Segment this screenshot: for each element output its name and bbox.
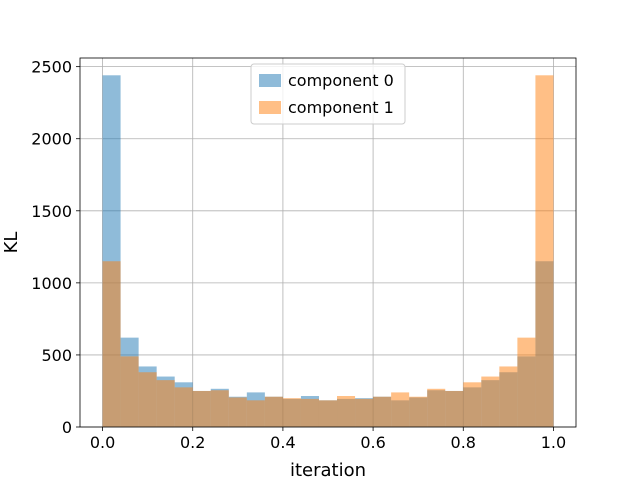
- y-axis-ticks: 0 500 1000 1500 2000 2500: [31, 58, 80, 437]
- histogram-bar: [535, 75, 554, 427]
- x-tick-label: 0.8: [451, 433, 476, 452]
- histogram-bar: [156, 380, 175, 427]
- histogram-bar: [318, 400, 338, 427]
- x-tick-label: 0.6: [360, 433, 385, 452]
- histogram-bar: [391, 392, 410, 427]
- y-tick-label: 1000: [31, 274, 72, 293]
- legend-swatch: [259, 101, 281, 114]
- histogram-bar: [210, 390, 229, 427]
- x-tick-label: 0.0: [90, 433, 115, 452]
- legend-box: [250, 63, 406, 125]
- histogram-bar: [517, 337, 536, 427]
- histogram-bar: [481, 376, 500, 427]
- x-tick-label: 1.0: [541, 433, 566, 452]
- y-tick-label: 500: [41, 346, 72, 365]
- y-tick-label: 2000: [31, 130, 72, 149]
- histogram-bar: [463, 382, 482, 427]
- histogram-bar: [228, 397, 247, 427]
- histogram-bar: [427, 388, 446, 427]
- histogram-bar: [499, 366, 518, 427]
- histogram-bar: [246, 400, 265, 427]
- y-tick-label: 1500: [31, 202, 72, 221]
- histogram-bar: [373, 396, 392, 427]
- histogram-bar: [264, 396, 283, 427]
- histogram-bar: [355, 398, 374, 427]
- histogram-bars: [102, 75, 554, 427]
- histogram-bar: [102, 261, 121, 427]
- histogram-bar: [445, 390, 464, 427]
- legend-swatch: [259, 74, 281, 87]
- histogram-bar: [409, 396, 428, 427]
- histogram-bar: [282, 398, 301, 427]
- histogram-bar: [337, 396, 356, 427]
- legend: component 0 component 1: [250, 63, 406, 125]
- y-tick-label: 2500: [31, 58, 72, 77]
- series-1-bars: [102, 75, 554, 427]
- histogram-bar: [192, 390, 211, 427]
- x-axis-label: iteration: [290, 460, 366, 480]
- histogram-bar: [138, 372, 157, 427]
- y-tick-label: 0: [62, 418, 72, 437]
- plot-frame: [79, 57, 577, 428]
- x-axis-ticks: 0.0 0.2 0.4 0.6 0.8 1.0: [90, 427, 566, 452]
- x-tick-label: 0.4: [270, 433, 295, 452]
- x-tick-label: 0.2: [180, 433, 205, 452]
- histogram-bar: [174, 387, 193, 427]
- y-axis-label: KL: [1, 232, 22, 254]
- legend-label: component 0: [288, 71, 394, 90]
- histogram-bar: [120, 356, 139, 427]
- legend-label: component 1: [288, 98, 394, 117]
- histogram-bar: [300, 398, 319, 427]
